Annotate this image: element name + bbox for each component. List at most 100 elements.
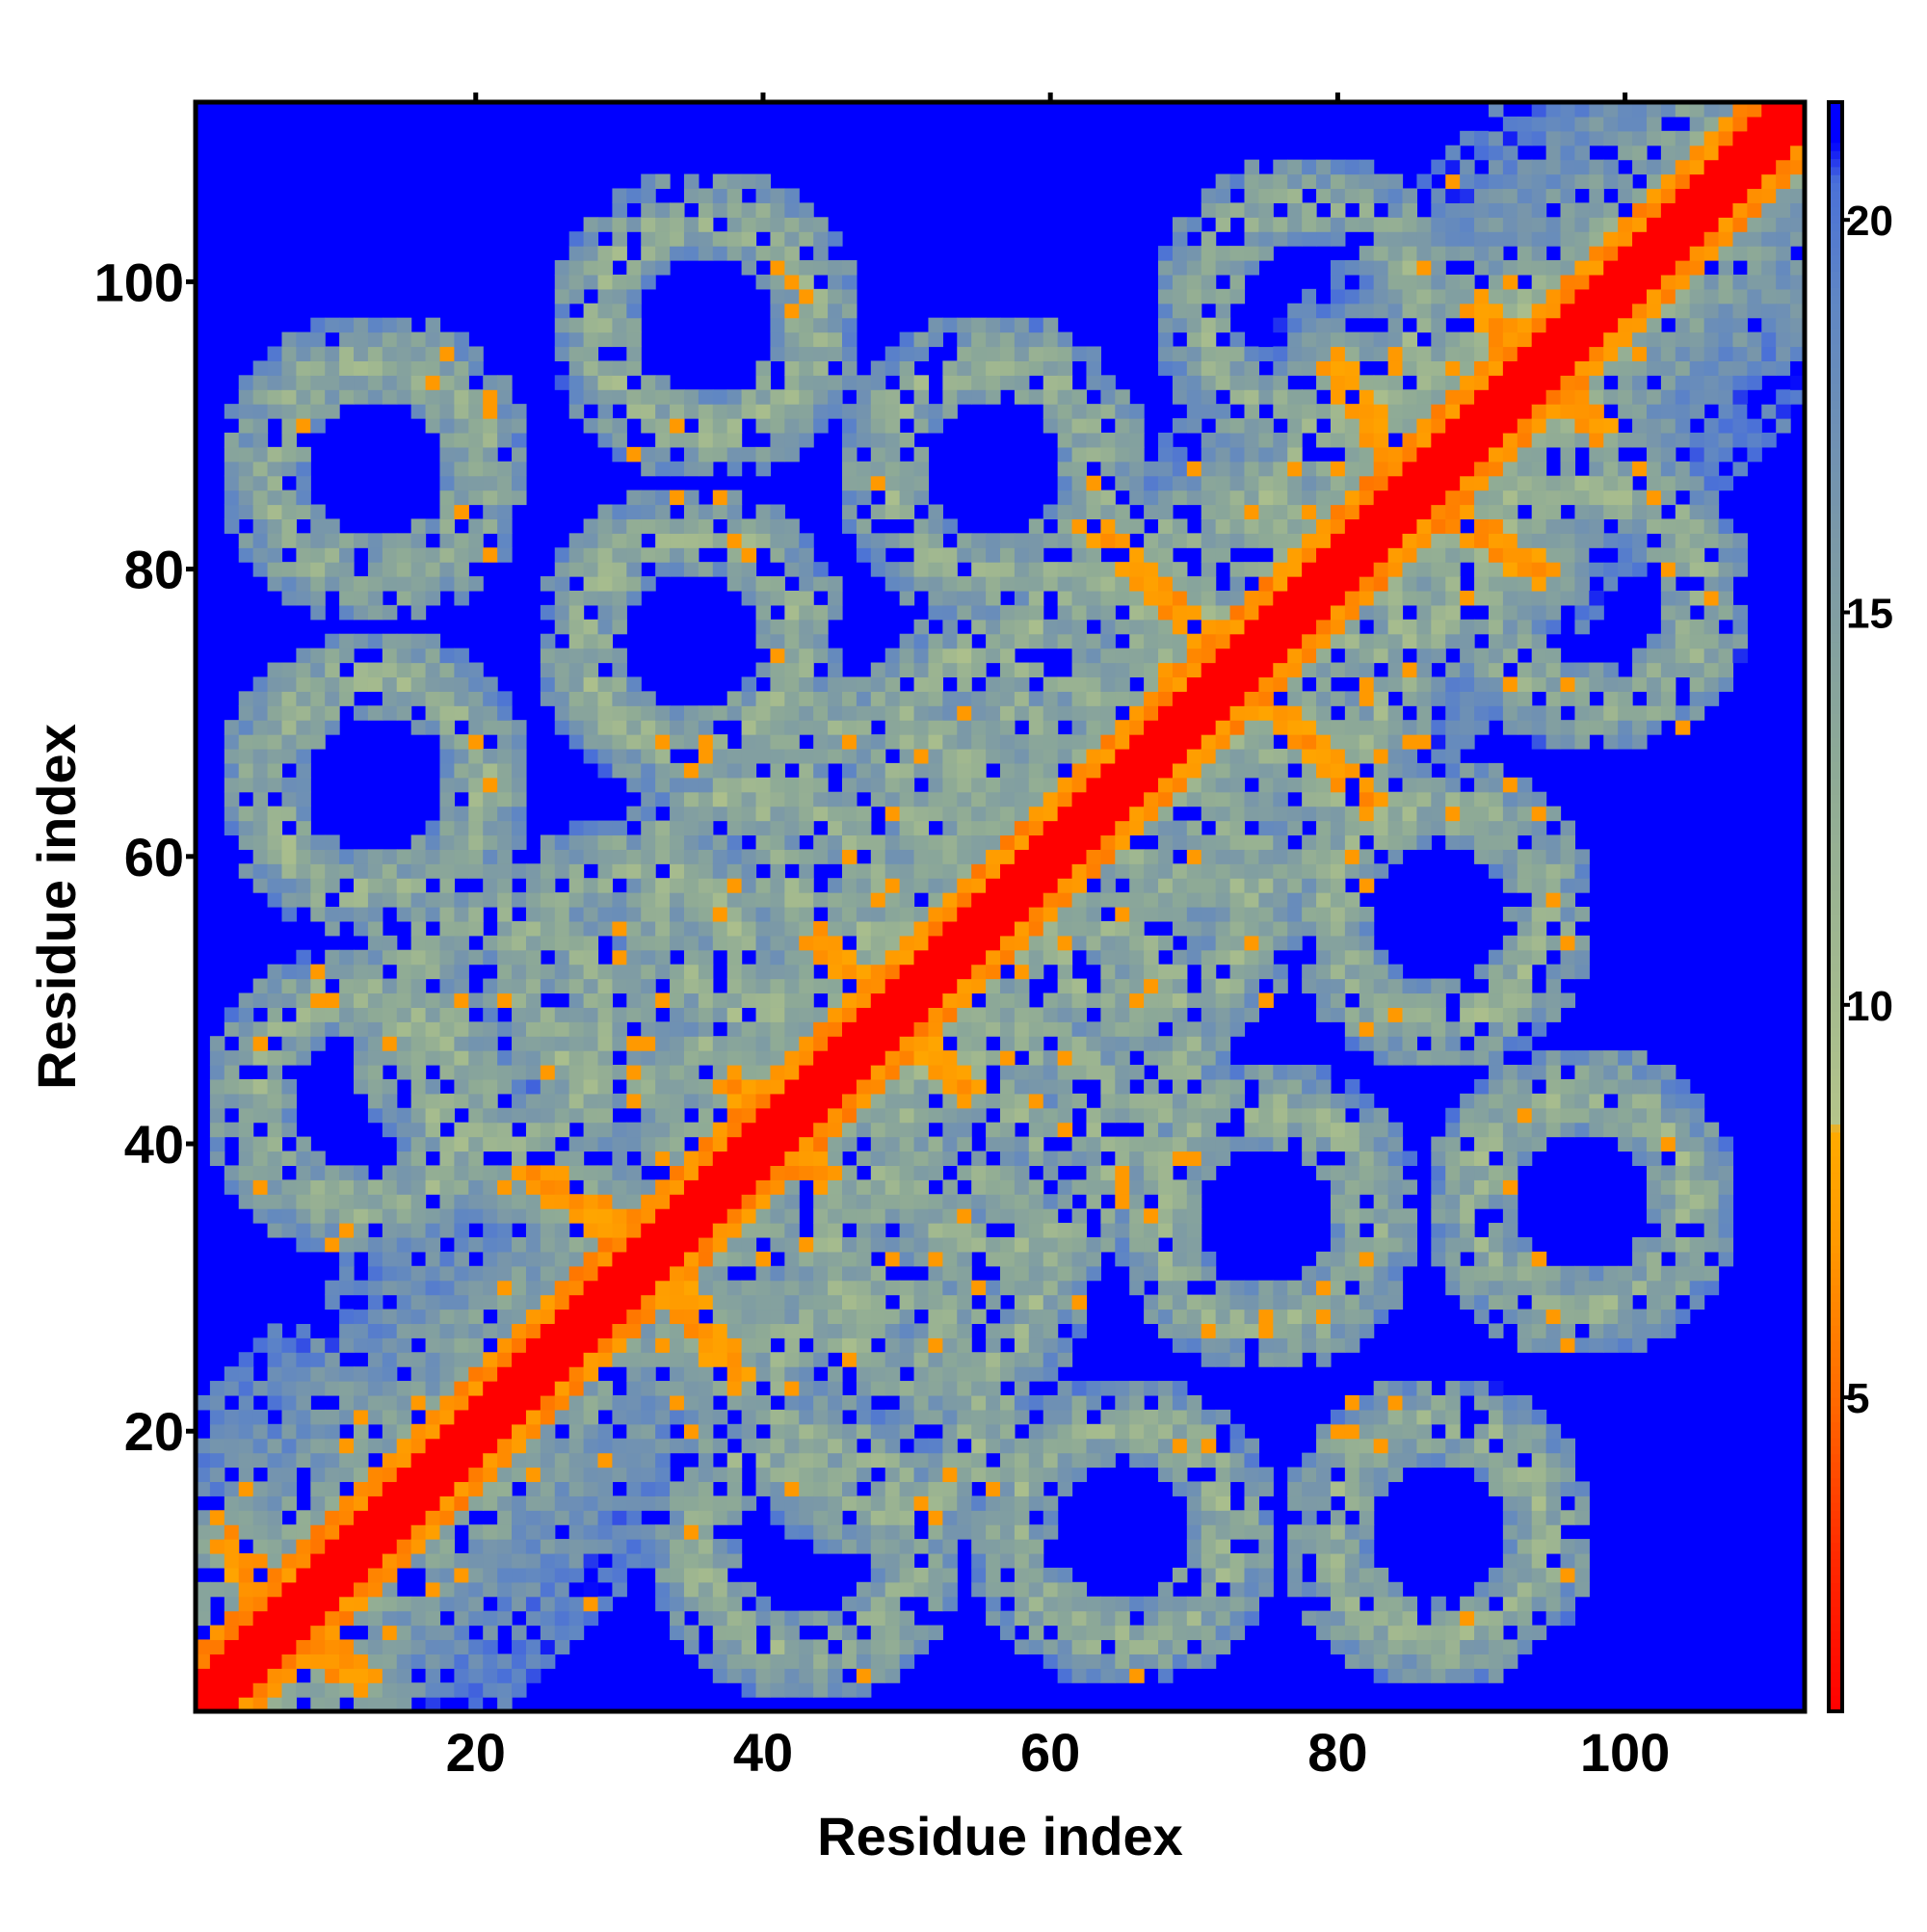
heatmap-cell — [1057, 935, 1073, 951]
heatmap-cell — [1100, 1165, 1116, 1180]
heatmap-cell — [1172, 648, 1188, 664]
heatmap-cell — [597, 920, 614, 937]
heatmap-cell — [1043, 1007, 1059, 1022]
heatmap-cell — [986, 1423, 1001, 1440]
heatmap-cell — [971, 1078, 987, 1095]
heatmap-cell — [913, 676, 930, 692]
heatmap-cell — [483, 1179, 498, 1195]
heatmap-cell — [382, 1552, 398, 1569]
heatmap-cell — [597, 633, 614, 649]
heatmap-cell — [698, 1381, 714, 1396]
heatmap-cell — [670, 992, 685, 1008]
heatmap-cell — [454, 676, 469, 692]
heatmap-cell — [1115, 1179, 1130, 1195]
heatmap-cell — [626, 404, 642, 419]
heatmap-cell — [899, 949, 915, 966]
heatmap-cell — [1086, 1610, 1101, 1627]
heatmap-cell — [957, 360, 972, 376]
heatmap-cell — [913, 1366, 930, 1382]
heatmap-cell — [583, 849, 599, 864]
heatmap-cell — [583, 1093, 599, 1109]
heatmap-cell — [1086, 1265, 1101, 1282]
heatmap-cell — [339, 533, 355, 548]
heatmap-cell — [1129, 992, 1145, 1008]
heatmap-cell — [683, 935, 700, 951]
heatmap-cell — [354, 1524, 369, 1540]
heatmap-cell — [841, 734, 858, 750]
heatmap-cell — [755, 633, 772, 649]
heatmap-cell — [683, 705, 700, 721]
heatmap-cell — [612, 1467, 627, 1483]
heatmap-cell — [354, 360, 369, 376]
heatmap-cell — [899, 1007, 915, 1022]
heatmap-cell — [483, 1323, 498, 1338]
heatmap-cell — [712, 892, 728, 908]
heatmap-cell — [957, 1394, 972, 1411]
heatmap-cell — [698, 705, 714, 721]
heatmap-cell — [396, 576, 412, 592]
heatmap-cell — [942, 834, 958, 850]
heatmap-cell — [755, 1179, 772, 1195]
heatmap-cell — [799, 1510, 814, 1525]
heatmap-cell — [884, 1438, 901, 1454]
heatmap-cell — [784, 920, 800, 937]
heatmap-cell — [425, 1423, 441, 1440]
heatmap-cell — [1028, 1194, 1044, 1209]
heatmap-cell — [899, 720, 915, 735]
heatmap-cell — [468, 691, 484, 706]
heatmap-cell — [238, 1194, 254, 1209]
heatmap-cell — [425, 1309, 441, 1325]
heatmap-cell — [339, 1682, 355, 1698]
heatmap-cell — [525, 1567, 541, 1583]
heatmap-cell — [540, 1423, 556, 1440]
heatmap-cell — [439, 1265, 455, 1282]
heatmap-cell — [597, 992, 614, 1008]
heatmap-cell — [841, 1280, 858, 1296]
heatmap-cell — [712, 1352, 728, 1367]
heatmap-cell — [784, 303, 800, 319]
heatmap-cell — [252, 978, 269, 994]
heatmap-cell — [799, 1366, 814, 1382]
heatmap-cell — [454, 964, 469, 980]
heatmap-cell — [568, 1381, 585, 1396]
heatmap-cell — [468, 1093, 484, 1109]
heatmap-cell — [1129, 461, 1145, 477]
heatmap-cell — [884, 1581, 901, 1598]
heatmap-cell — [396, 1682, 412, 1698]
heatmap-cell — [755, 1136, 772, 1152]
heatmap-cell — [439, 461, 455, 477]
heatmap-cell — [1071, 834, 1088, 850]
heatmap-cell — [971, 1165, 987, 1180]
heatmap-cell — [382, 849, 398, 864]
heatmap-cell — [1158, 1581, 1174, 1598]
heatmap-cell — [957, 648, 972, 664]
heatmap-cell — [726, 1194, 743, 1209]
heatmap-cell — [597, 288, 614, 304]
heatmap-cell — [813, 375, 829, 390]
heatmap-cell — [884, 1337, 901, 1353]
heatmap-cell — [957, 346, 972, 361]
heatmap-cell — [913, 691, 930, 706]
heatmap-cell — [267, 691, 283, 706]
heatmap-cell — [382, 1122, 398, 1138]
heatmap-cell — [698, 878, 714, 893]
heatmap-cell — [339, 1021, 355, 1037]
heatmap-cell — [382, 533, 398, 548]
heatmap-cell — [512, 1337, 527, 1353]
heatmap-cell — [942, 1050, 958, 1066]
heatmap-cell — [483, 949, 498, 966]
heatmap-cell — [325, 662, 340, 678]
heatmap-cell — [986, 1524, 1001, 1540]
heatmap-cell — [813, 1078, 829, 1095]
heatmap-cell — [1158, 1294, 1174, 1310]
heatmap-cell — [252, 1208, 269, 1224]
heatmap-cell — [1014, 1294, 1030, 1310]
heatmap-cell — [367, 949, 383, 966]
heatmap-cell — [683, 1524, 700, 1540]
heatmap-cell — [525, 1021, 541, 1037]
heatmap-cell — [626, 748, 642, 764]
heatmap-cell — [454, 705, 469, 721]
heatmap-cell — [568, 619, 585, 635]
heatmap-cell — [698, 949, 714, 966]
heatmap-cell — [454, 762, 469, 779]
